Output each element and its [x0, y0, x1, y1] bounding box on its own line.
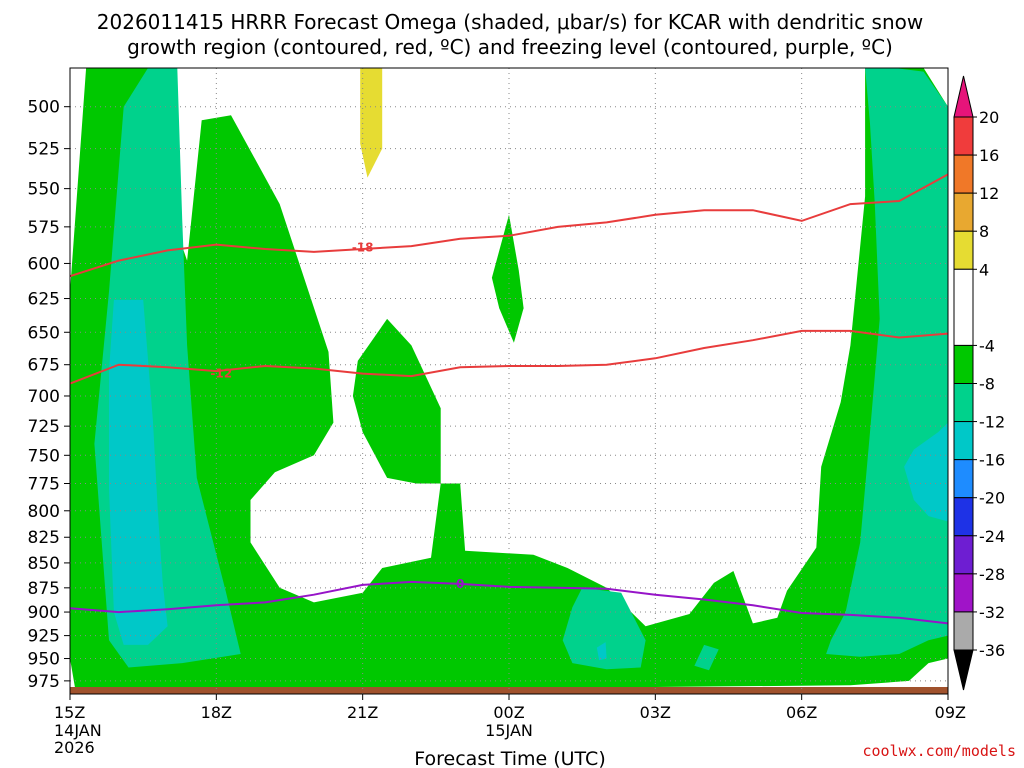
y-tick-label: 500 [28, 98, 60, 118]
colorbar-bin-1 [953, 154, 974, 194]
colorbar-bin-0 [953, 116, 974, 156]
x-tick-label: 15Z [54, 703, 85, 722]
title-line-2: growth region (contoured, red, ºC) and f… [127, 35, 893, 59]
x-tick-sublabel: 2026 [54, 738, 95, 757]
title-line-1: 2026011415 HRRR Forecast Omega (shaded, … [97, 10, 923, 34]
colorbar-bin-12 [953, 611, 974, 651]
contour-label-1: -12 [210, 367, 232, 381]
colorbar-bottom-arrow [953, 649, 974, 691]
x-tick-label: 09Z [935, 703, 966, 722]
x-tick-sublabel: 15JAN [485, 721, 533, 740]
colorbar-tick-label: -8 [979, 375, 995, 394]
y-tick-label: 950 [28, 650, 60, 670]
y-tick-label: 725 [28, 417, 60, 437]
colorbar-tick-label: 16 [979, 146, 999, 165]
x-tick-sublabel: 14JAN [54, 721, 102, 740]
contour-line-1 [70, 329, 948, 385]
colorbar: 20 16 12 8 4 -4 -8 -12 -16 -20 -24 -28 -32 -36 [953, 75, 1005, 691]
x-axis-label: Forecast Time (UTC) [414, 748, 605, 768]
plot-area: -18 -12 0 500 525 550 575 600 625 650 675 700 725 750… [28, 67, 966, 757]
contour-line-2 [70, 580, 948, 625]
omega-region-2 [491, 214, 524, 343]
y-tick-label: 700 [28, 387, 60, 407]
omega-region-1 [352, 318, 441, 484]
x-tick-label: 03Z [640, 703, 671, 722]
colorbar-tick-label: 8 [979, 222, 989, 241]
y-tick-label: 800 [28, 502, 60, 522]
contour-label-2: 0 [456, 577, 464, 591]
y-tick-label: 675 [28, 356, 60, 376]
omega-region-8 [904, 422, 948, 522]
y-tick-label: 875 [28, 579, 60, 599]
omega-region-10 [360, 68, 383, 178]
y-tick-label: 775 [28, 474, 60, 494]
colorbar-tick-label: -12 [979, 413, 1005, 432]
omega-region-9 [596, 642, 607, 661]
y-tick-label: 825 [28, 528, 60, 548]
colorbar-tick-label: -16 [979, 451, 1005, 470]
y-tick-label: 550 [28, 180, 60, 200]
colorbar-bin-4 [953, 268, 974, 346]
ground-strip [70, 687, 948, 694]
colorbar-bin-3 [953, 230, 974, 270]
y-tick-label: 575 [28, 218, 60, 238]
omega-region-6 [694, 644, 719, 671]
colorbar-tick-label: -24 [979, 527, 1005, 546]
x-tick-label: 21Z [347, 703, 378, 722]
y-tick-label: 975 [28, 672, 60, 692]
omega-region-7 [109, 299, 168, 645]
contour-label-0: -18 [352, 241, 374, 255]
colorbar-bin-7 [953, 421, 974, 461]
y-tick-label: 900 [28, 603, 60, 623]
contour-line-0 [70, 173, 948, 278]
credit-text: coolwx.com/models [862, 742, 1016, 760]
colorbar-bin-10 [953, 535, 974, 575]
colorbar-tick-label: 4 [979, 260, 989, 279]
x-tick-label: 06Z [786, 703, 817, 722]
colorbar-tick-label: -20 [979, 489, 1005, 508]
x-tick-label: 18Z [201, 703, 232, 722]
omega-region-4 [826, 68, 948, 657]
x-tick-label: 00Z [493, 703, 524, 722]
colorbar-bin-6 [953, 383, 974, 423]
y-tick-label: 600 [28, 254, 60, 274]
y-tick-label: 525 [28, 140, 60, 160]
colorbar-bin-2 [953, 192, 974, 232]
colorbar-tick-label: -4 [979, 336, 995, 355]
colorbar-tick-label: -28 [979, 565, 1005, 584]
colorbar-tick-label: 12 [979, 184, 999, 203]
y-tick-label: 625 [28, 290, 60, 310]
colorbar-tick-label: 20 [979, 108, 999, 127]
colorbar-tick-label: -32 [979, 603, 1005, 622]
colorbar-bin-8 [953, 459, 974, 499]
colorbar-tick-label: -36 [979, 641, 1005, 660]
y-tick-label: 750 [28, 446, 60, 466]
y-tick-label: 850 [28, 554, 60, 574]
y-tick-label: 650 [28, 323, 60, 343]
colorbar-bin-5 [953, 344, 974, 384]
colorbar-top-arrow [953, 75, 974, 118]
omega-region-5 [562, 587, 646, 670]
colorbar-bin-9 [953, 497, 974, 537]
y-tick-label: 925 [28, 627, 60, 647]
colorbar-bin-11 [953, 573, 974, 613]
